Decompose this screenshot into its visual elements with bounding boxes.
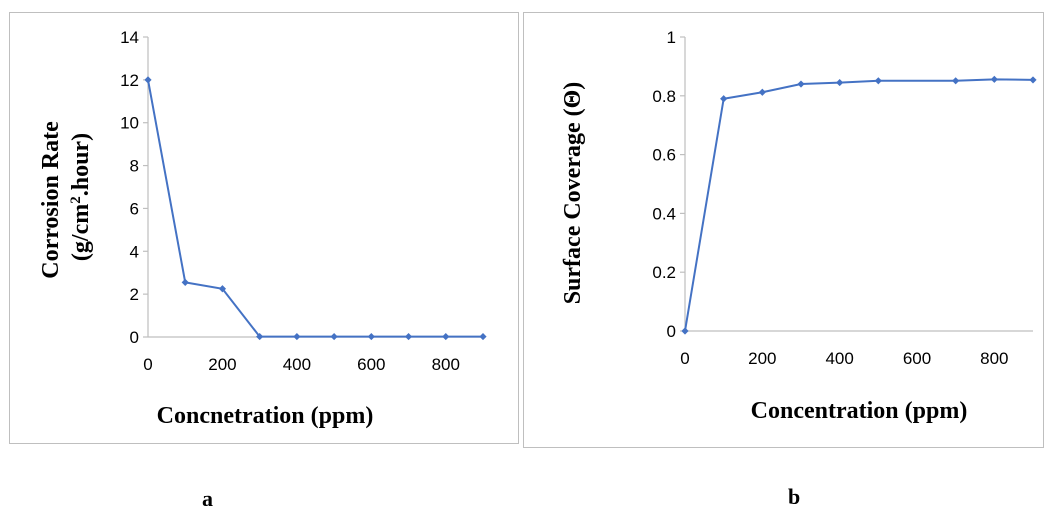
x-tick-label: 400 [825,349,853,368]
data-point-marker [404,332,413,341]
surface-coverage-chart: 0 0.2 0.4 0.6 0.8 1 0 200 400 600 800 Surface Cov… [560,28,1037,424]
x-axis-title: Concnetration (ppm) [157,403,374,429]
data-point-marker [218,285,227,293]
x-axis-title: Concentration (ppm) [751,398,968,424]
x-tick-label: 200 [208,355,236,374]
data-point-marker [797,80,805,88]
data-point-marker [144,76,152,84]
figure-caption-b: b [788,484,801,509]
data-point-marker [330,332,338,341]
chart-panel-a: 0 2 4 6 8 10 12 14 0 200 400 600 800 Corrosion Rate… [9,12,519,444]
data-point-marker [293,332,301,341]
data-point-marker [874,77,882,85]
y-tick-label: 0.6 [652,146,676,165]
y-tick-label: 0.8 [652,87,676,106]
figure-caption-a: a [202,486,213,511]
corrosion-rate-chart: 0 2 4 6 8 10 12 14 0 200 400 600 800 Corrosion Rate… [38,28,487,429]
x-tick-label: 600 [357,355,385,374]
x-tick-label: 0 [680,349,689,368]
data-point-marker [990,75,998,83]
y-tick-label: 0 [130,328,139,347]
data-point-marker [952,77,960,85]
y-tick-label: 8 [130,157,139,176]
x-tick-label: 800 [432,355,460,374]
x-tick-label: 0 [143,355,152,374]
y-tick-label: 4 [130,242,139,261]
data-point-marker [1029,76,1037,84]
y-tick-label: 0.2 [652,263,676,282]
y-tick-label: 0 [667,322,676,341]
chart-panel-b: 0 0.2 0.4 0.6 0.8 1 0 200 400 600 800 Surface Cov… [523,12,1044,448]
data-point-marker [758,88,766,96]
x-tick-label: 400 [283,355,311,374]
data-point-marker [181,278,189,286]
y-tick-label: 0.4 [652,204,676,223]
y-axis-title: Surface Coverage (Θ) [560,82,586,305]
x-tick-label: 200 [748,349,776,368]
x-tick-label: 800 [980,349,1008,368]
series-line [684,78,1034,332]
y-tick-label: 12 [120,71,139,90]
y-tick-label: 6 [130,199,139,218]
data-point-marker [720,95,728,103]
data-point-marker [367,332,375,341]
x-tick-label: 600 [903,349,931,368]
y-tick-label: 14 [120,28,139,47]
series-line [147,79,483,338]
y-tick-label: 2 [130,285,139,304]
data-point-marker [836,78,844,87]
data-point-marker [681,327,689,335]
y-tick-label: 1 [667,28,676,47]
y-axis-title: Corrosion Rate (g/cm2.hour) [38,115,94,279]
y-tick-label: 10 [120,114,139,133]
data-point-marker [442,332,450,341]
data-point-marker [479,332,487,341]
